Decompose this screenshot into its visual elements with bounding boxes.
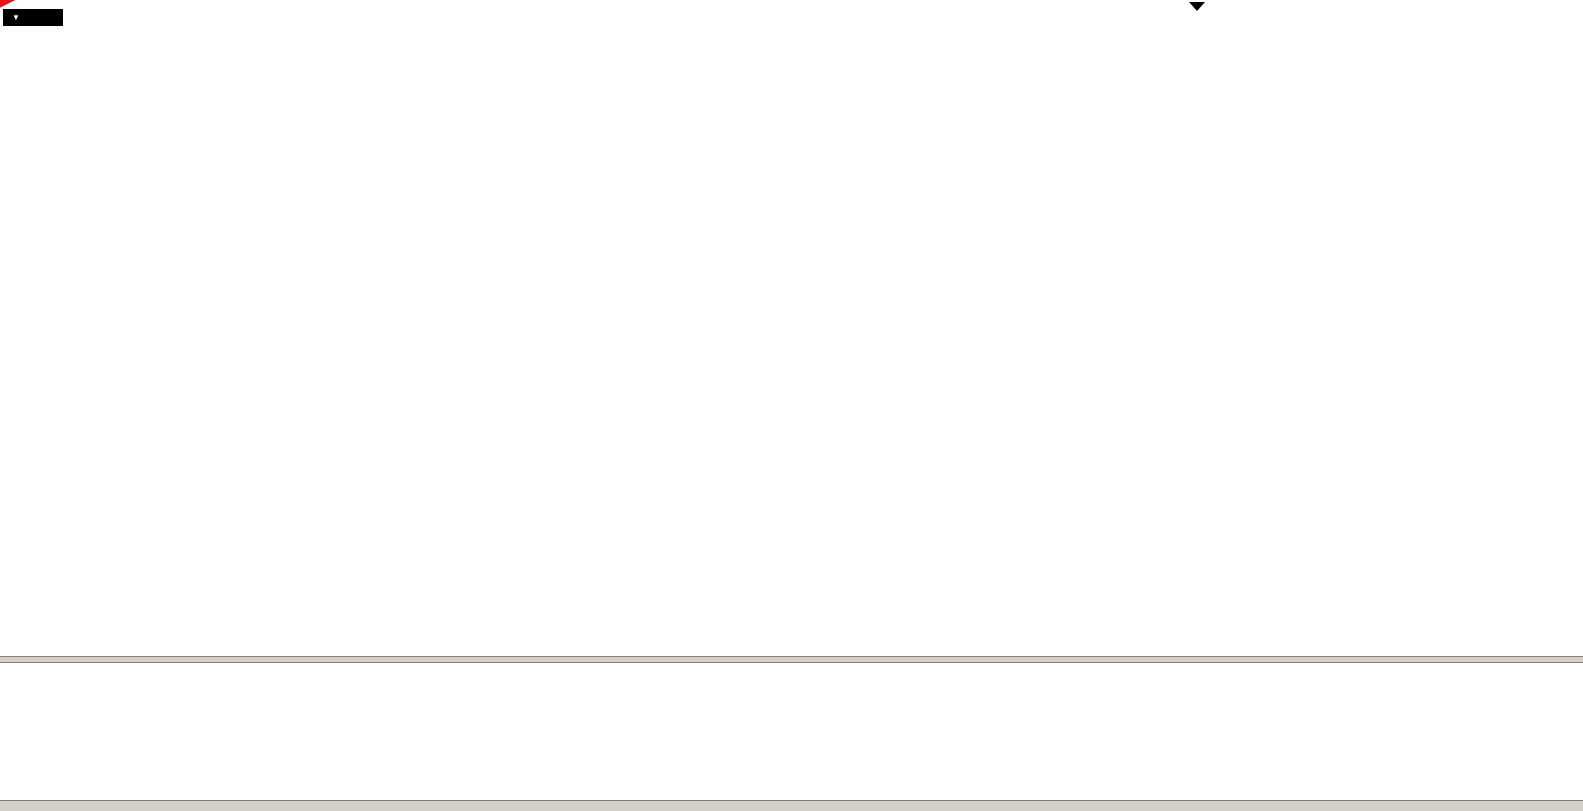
window-bottom-strip: [0, 800, 1583, 811]
support-price-badge: [1503, 0, 1561, 13]
macd-axis[interactable]: [1505, 0, 1583, 790]
chart-shift-marker-icon[interactable]: [1189, 2, 1205, 11]
panel-divider[interactable]: [0, 656, 1583, 663]
time-axis[interactable]: [0, 780, 1583, 798]
support-line[interactable]: [0, 0, 1502, 3]
symbol-info-bar: ▼: [3, 9, 63, 26]
triangle-down-icon: ▼: [12, 13, 20, 22]
